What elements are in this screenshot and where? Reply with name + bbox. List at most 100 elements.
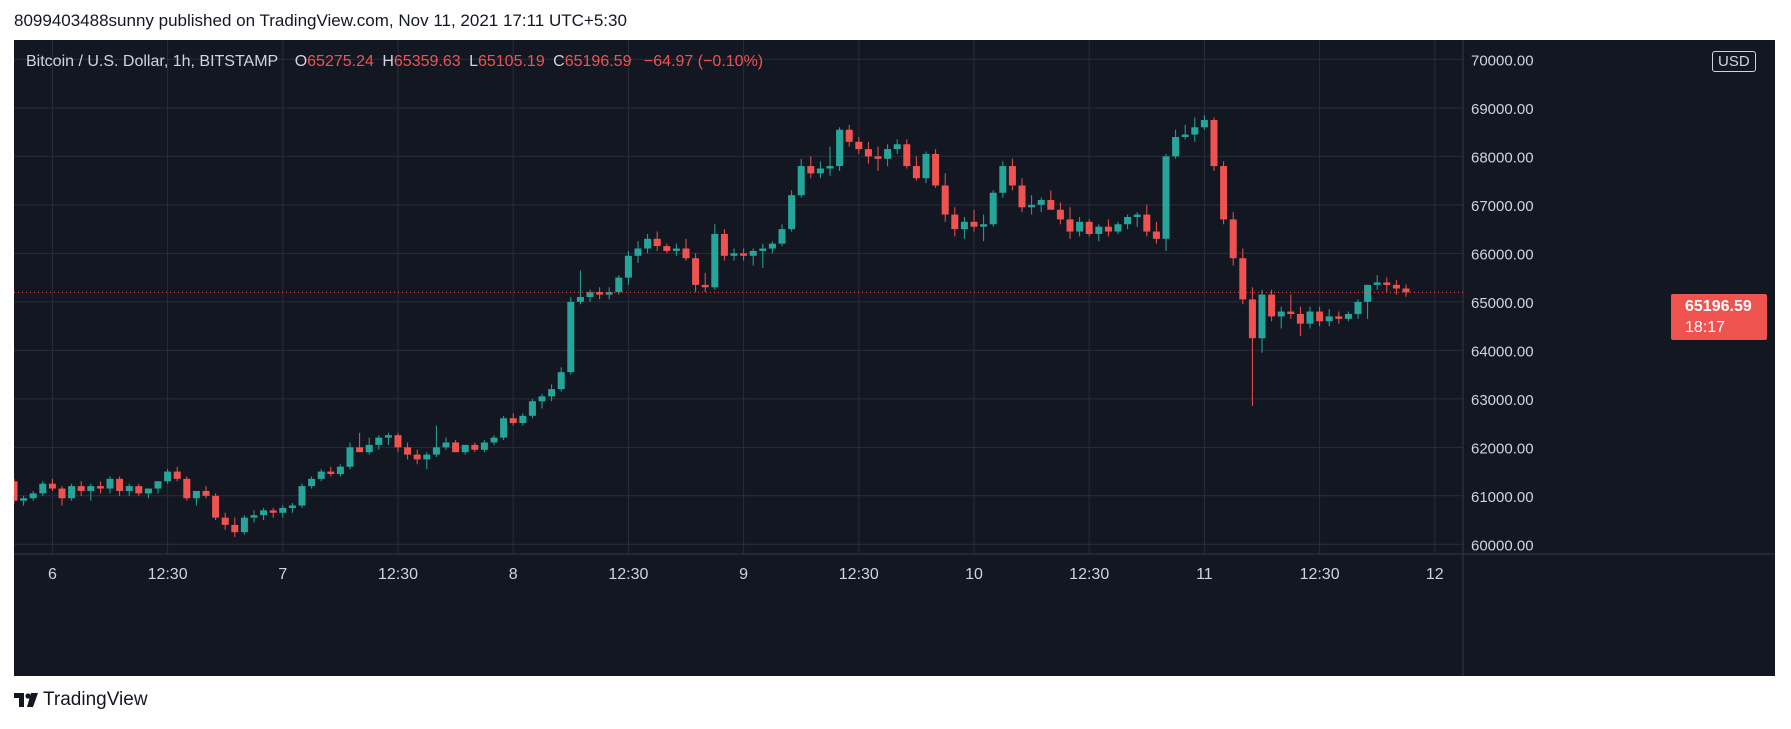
candle-body — [663, 246, 671, 251]
candle — [164, 469, 172, 484]
chart-frame[interactable]: 60000.00 61000.00 62000.00 63000.00 64000.00… — [14, 40, 1775, 676]
candle — [394, 432, 402, 453]
price-tick-label: 63000.00 — [1471, 392, 1534, 409]
candle — [884, 144, 892, 167]
candle-body — [221, 517, 229, 525]
candle — [970, 209, 978, 232]
candle-body — [48, 483, 56, 489]
candle-body — [528, 401, 536, 416]
candle-body — [279, 507, 287, 513]
candle-body — [634, 248, 642, 256]
candle-body — [442, 442, 450, 448]
candle-body — [490, 437, 498, 443]
candle — [1181, 124, 1189, 140]
candle — [548, 384, 556, 402]
candle — [221, 512, 229, 530]
candle-body — [999, 166, 1007, 193]
candle-body — [39, 483, 47, 494]
candle-body — [749, 250, 757, 256]
price-tick-label: 65000.00 — [1471, 295, 1534, 312]
candle — [192, 490, 200, 506]
candle — [1239, 248, 1247, 305]
candle-body — [730, 253, 738, 256]
candle-body — [1124, 216, 1132, 225]
candle — [1037, 197, 1045, 213]
candle — [740, 248, 748, 261]
candle — [912, 156, 920, 181]
bar-countdown: 18:17 — [1685, 319, 1726, 336]
candle — [461, 444, 469, 455]
candle-body — [231, 524, 239, 533]
candle-body — [164, 471, 172, 482]
candle-body — [864, 149, 872, 157]
candle-body — [711, 233, 719, 288]
price-axis[interactable]: 60000.00 61000.00 62000.00 63000.00 64000.00… — [1471, 52, 1534, 554]
candle-body — [951, 214, 959, 230]
candle-body — [788, 195, 796, 230]
candle — [951, 207, 959, 237]
candle-body — [423, 454, 431, 460]
candle — [1392, 280, 1400, 295]
candle — [826, 146, 834, 176]
candle — [788, 190, 796, 232]
candle-body — [135, 486, 143, 494]
candle-body — [356, 447, 364, 453]
time-axis[interactable]: 6 12:30 7 12:30 8 12:30 9 12:30 10 12:30 11 12:30 12 — [48, 566, 1444, 583]
candle — [797, 158, 805, 198]
candle — [1008, 158, 1016, 191]
candle — [39, 481, 47, 496]
candle — [317, 469, 325, 482]
candle-body — [855, 141, 863, 150]
candle-body — [298, 486, 306, 506]
candle-body — [202, 490, 210, 496]
time-tick-label: 12:30 — [1069, 566, 1109, 583]
candle-body — [77, 486, 85, 491]
candle — [260, 507, 268, 521]
candle — [125, 483, 133, 496]
candle — [154, 481, 162, 494]
candle — [1268, 289, 1276, 322]
candle-body — [768, 243, 776, 249]
candle — [1162, 153, 1170, 251]
candle — [471, 442, 479, 453]
candle-body — [471, 444, 479, 450]
candle-body — [1028, 204, 1036, 208]
candle-body — [548, 389, 556, 397]
candle-body — [1047, 200, 1055, 210]
candle — [1248, 287, 1256, 407]
candle-body — [586, 292, 594, 297]
candle — [356, 432, 364, 453]
candle-body — [250, 515, 258, 518]
candle — [1287, 294, 1295, 319]
candle-body — [605, 292, 613, 295]
candle — [720, 229, 728, 261]
candle-body — [1018, 185, 1026, 208]
candle — [615, 275, 623, 295]
candle — [1066, 207, 1074, 239]
candle-body — [941, 185, 949, 215]
candle-body — [480, 442, 488, 450]
candle — [87, 483, 95, 501]
candle-body — [644, 238, 652, 249]
candle-body — [884, 149, 892, 159]
candle-body — [759, 248, 767, 251]
candle-body — [173, 471, 181, 479]
candle — [644, 233, 652, 254]
candle — [509, 413, 517, 426]
candle — [413, 449, 421, 465]
candle — [183, 476, 191, 501]
candle-body — [1008, 166, 1016, 186]
candle-body — [615, 277, 623, 293]
candle — [682, 238, 690, 261]
candle-body — [1104, 226, 1112, 232]
currency-badge[interactable]: USD — [1712, 51, 1756, 72]
candle — [730, 248, 738, 261]
candle-body — [125, 486, 133, 491]
candle — [1335, 311, 1343, 324]
candle — [692, 253, 700, 293]
candle-body — [29, 493, 37, 499]
candle-body — [538, 396, 546, 402]
candle — [1152, 221, 1160, 244]
chart-canvas[interactable]: 60000.00 61000.00 62000.00 63000.00 64000.00… — [14, 40, 1775, 676]
candle — [500, 415, 508, 441]
